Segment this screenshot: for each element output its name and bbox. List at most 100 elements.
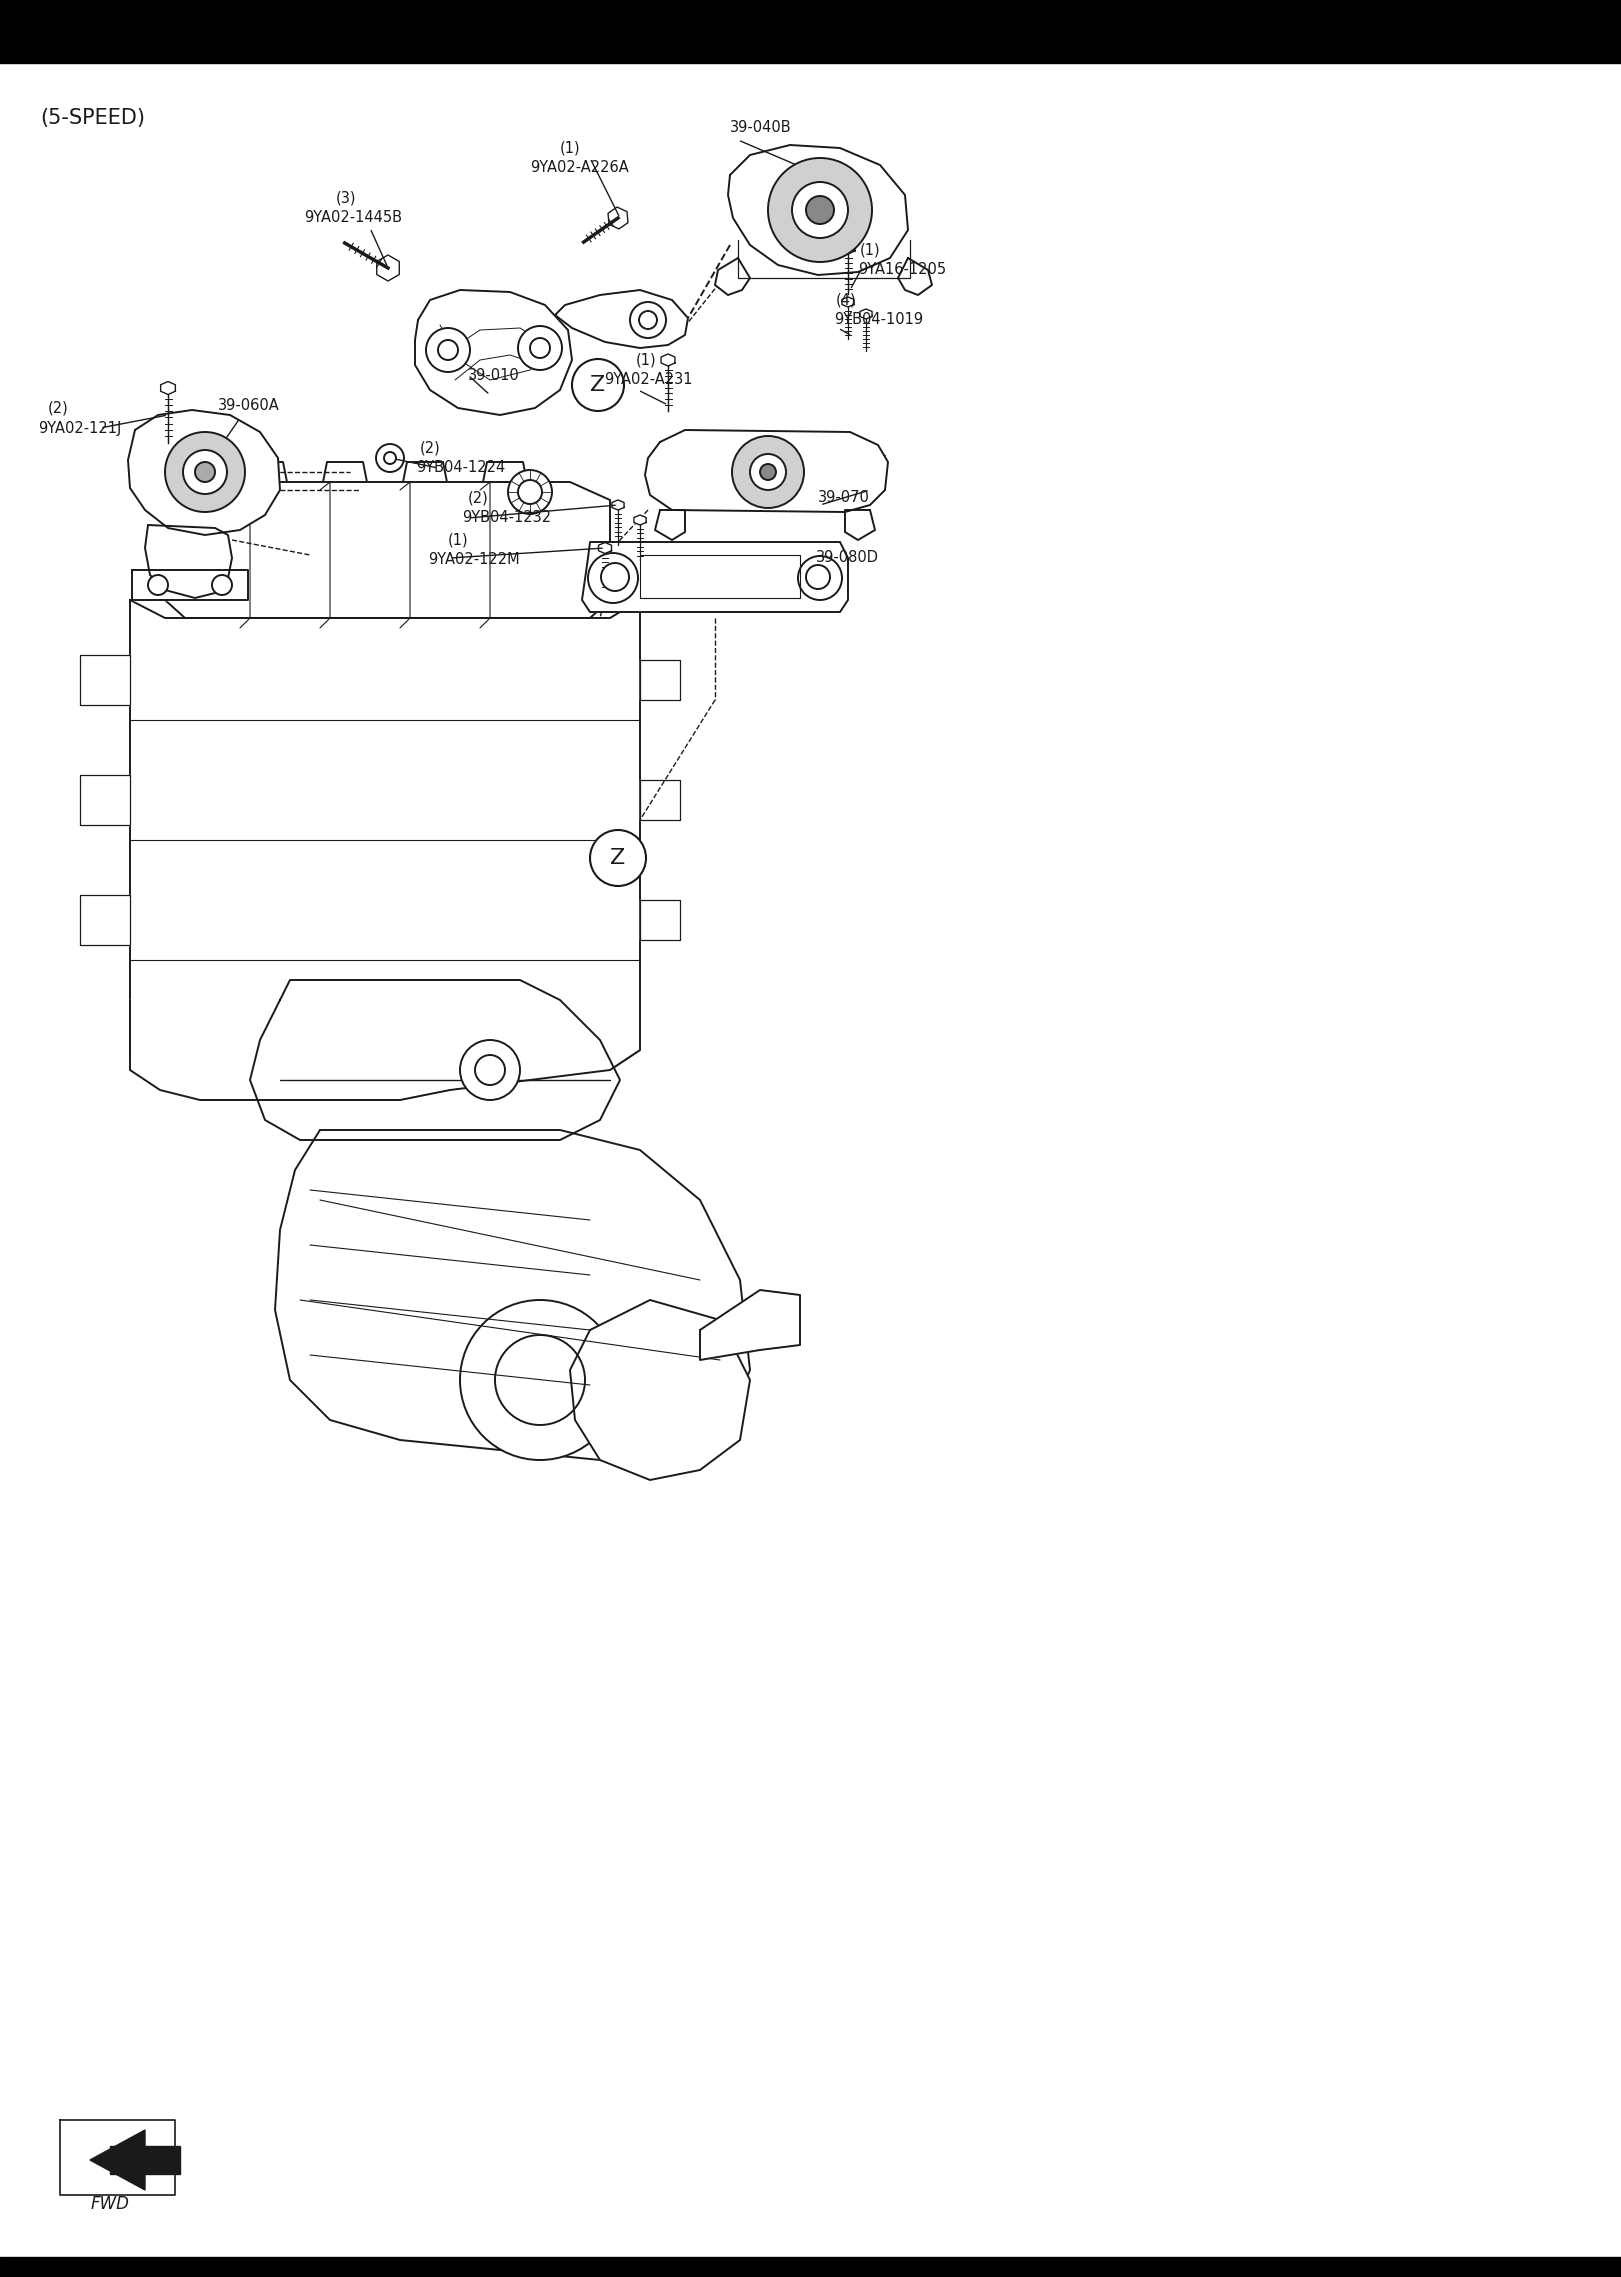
Text: 9YA02-A231: 9YA02-A231 xyxy=(605,373,692,387)
Circle shape xyxy=(507,469,553,515)
Polygon shape xyxy=(110,2145,180,2175)
Text: 9YA16-1205: 9YA16-1205 xyxy=(858,262,947,278)
Circle shape xyxy=(806,196,833,223)
Text: 9YA02-A226A: 9YA02-A226A xyxy=(530,159,629,175)
Polygon shape xyxy=(79,895,130,945)
Text: 39-010: 39-010 xyxy=(468,367,520,383)
Text: (1): (1) xyxy=(635,353,657,367)
Circle shape xyxy=(438,339,459,360)
Text: 39-080D: 39-080D xyxy=(815,551,879,565)
Circle shape xyxy=(806,565,830,590)
Polygon shape xyxy=(715,257,751,296)
Polygon shape xyxy=(582,542,848,613)
Polygon shape xyxy=(841,296,854,307)
Polygon shape xyxy=(243,462,287,483)
Polygon shape xyxy=(640,899,679,940)
Circle shape xyxy=(530,337,550,357)
Polygon shape xyxy=(79,656,130,706)
Text: (5-SPEED): (5-SPEED) xyxy=(41,107,144,128)
Text: 9YA02-122M: 9YA02-122M xyxy=(428,553,520,567)
Text: 39-070: 39-070 xyxy=(819,490,870,505)
Circle shape xyxy=(475,1054,506,1086)
Circle shape xyxy=(768,157,872,262)
Text: (2): (2) xyxy=(49,401,68,414)
Polygon shape xyxy=(640,556,801,599)
Text: 39-060A: 39-060A xyxy=(217,398,280,412)
Polygon shape xyxy=(79,774,130,824)
Circle shape xyxy=(426,328,470,371)
Polygon shape xyxy=(165,483,609,617)
Circle shape xyxy=(183,451,227,494)
Polygon shape xyxy=(845,510,875,540)
Polygon shape xyxy=(661,353,674,367)
Polygon shape xyxy=(144,526,232,599)
Polygon shape xyxy=(640,660,679,699)
Text: 9YB04-1019: 9YB04-1019 xyxy=(833,312,922,328)
Polygon shape xyxy=(554,289,687,348)
Text: (1): (1) xyxy=(447,533,468,546)
Polygon shape xyxy=(898,257,932,296)
Circle shape xyxy=(590,831,647,886)
Polygon shape xyxy=(700,1291,801,1359)
Circle shape xyxy=(639,312,657,328)
Text: (4): (4) xyxy=(836,291,856,307)
Text: (1): (1) xyxy=(559,141,580,155)
Polygon shape xyxy=(640,781,679,820)
Polygon shape xyxy=(608,207,627,230)
Text: (1): (1) xyxy=(861,241,880,257)
Text: 9YA02-121J: 9YA02-121J xyxy=(37,421,122,435)
Circle shape xyxy=(751,453,786,490)
Text: FWD: FWD xyxy=(91,2195,130,2213)
Circle shape xyxy=(148,576,169,594)
Polygon shape xyxy=(841,241,854,255)
Circle shape xyxy=(588,553,639,603)
Polygon shape xyxy=(655,510,686,540)
Circle shape xyxy=(631,303,666,337)
Polygon shape xyxy=(645,430,888,512)
Circle shape xyxy=(376,444,404,471)
Polygon shape xyxy=(404,462,447,483)
Circle shape xyxy=(519,326,562,369)
Text: (3): (3) xyxy=(336,191,357,205)
Circle shape xyxy=(165,433,245,512)
Circle shape xyxy=(760,465,776,480)
Polygon shape xyxy=(571,1300,751,1480)
Circle shape xyxy=(733,435,804,508)
Polygon shape xyxy=(276,1129,751,1460)
Polygon shape xyxy=(415,289,572,414)
Polygon shape xyxy=(91,2129,144,2190)
Polygon shape xyxy=(728,146,908,276)
Polygon shape xyxy=(376,255,399,280)
Circle shape xyxy=(572,360,624,412)
Polygon shape xyxy=(598,542,611,553)
Text: 39-040B: 39-040B xyxy=(729,121,791,137)
Text: Z: Z xyxy=(590,376,606,394)
Circle shape xyxy=(793,182,848,239)
Polygon shape xyxy=(130,601,640,1070)
Polygon shape xyxy=(613,501,624,510)
Polygon shape xyxy=(131,569,248,601)
Circle shape xyxy=(519,480,541,503)
Circle shape xyxy=(384,453,396,465)
Text: 9YB04-1232: 9YB04-1232 xyxy=(462,510,551,526)
Polygon shape xyxy=(128,410,280,535)
Text: 9YB04-1224: 9YB04-1224 xyxy=(417,460,506,476)
Text: Z: Z xyxy=(611,847,626,868)
Polygon shape xyxy=(323,462,366,483)
Text: 9YA02-1445B: 9YA02-1445B xyxy=(305,209,402,225)
Circle shape xyxy=(460,1300,619,1460)
Circle shape xyxy=(798,556,841,601)
Polygon shape xyxy=(859,310,872,319)
Circle shape xyxy=(460,1041,520,1100)
Circle shape xyxy=(195,462,216,483)
Polygon shape xyxy=(250,979,619,1141)
Polygon shape xyxy=(160,383,175,394)
Text: (2): (2) xyxy=(468,490,490,505)
Circle shape xyxy=(494,1334,585,1425)
Circle shape xyxy=(212,576,232,594)
Text: (2): (2) xyxy=(420,439,441,455)
Polygon shape xyxy=(130,1000,640,1100)
Circle shape xyxy=(601,562,629,592)
Polygon shape xyxy=(483,462,527,483)
Polygon shape xyxy=(634,515,647,526)
